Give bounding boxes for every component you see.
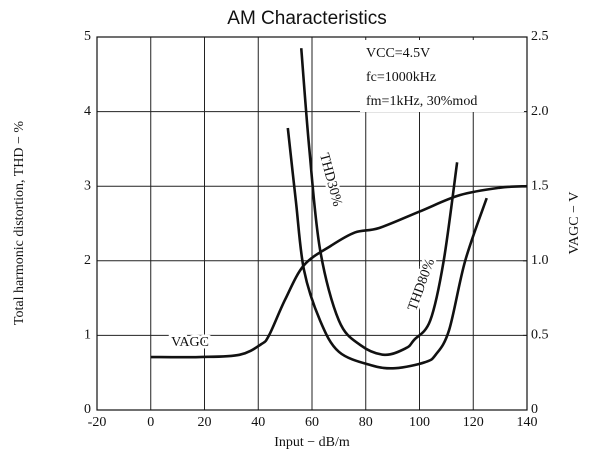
x-tick-label: 20 (198, 415, 212, 430)
y2-tick-label: 1.0 (531, 253, 549, 268)
y-tick-label: 0 (84, 402, 91, 417)
x-tick-label: 80 (359, 415, 373, 430)
y-tick-label: 2 (84, 253, 91, 268)
series-label: THD80% (405, 256, 438, 313)
x-tick-label: 100 (409, 415, 430, 430)
x-axis-label: Input − dB/m (274, 435, 350, 450)
y-tick-label: 4 (84, 104, 91, 119)
x-tick-label: 60 (305, 415, 319, 430)
y2-tick-label: 1.5 (531, 178, 549, 193)
series-label: VAGC (171, 335, 209, 350)
series-line (150, 184, 528, 359)
y2-tick-label: 0 (531, 402, 538, 417)
condition-text: VCC=4.5V (366, 46, 430, 61)
y2-tick-label: 0.5 (531, 328, 549, 343)
y-tick-label: 1 (84, 328, 91, 343)
y2-tick-label: 2.5 (531, 29, 549, 44)
y2-tick-label: 2.0 (531, 104, 549, 119)
y-tick-label: 5 (84, 29, 91, 44)
series-line (299, 48, 459, 357)
series-line (286, 127, 488, 370)
y2-axis-label: VAGC − V (567, 192, 582, 255)
series-label: THD30% (316, 152, 345, 209)
x-tick-label: 40 (251, 415, 265, 430)
x-tick-label: 120 (463, 415, 484, 430)
x-tick-label: 140 (517, 415, 538, 430)
condition-text: fc=1000kHz (366, 70, 436, 85)
plot-frame (96, 36, 528, 411)
chart-title: AM Characteristics (227, 8, 386, 29)
x-tick-label: -20 (88, 415, 107, 430)
y-axis-label: Total harmonic distortion, THD − % (12, 121, 27, 326)
x-tick-label: 0 (147, 415, 154, 430)
conditions-box (360, 40, 524, 112)
y-tick-label: 3 (84, 178, 91, 193)
condition-text: fm=1kHz, 30%mod (366, 94, 477, 109)
